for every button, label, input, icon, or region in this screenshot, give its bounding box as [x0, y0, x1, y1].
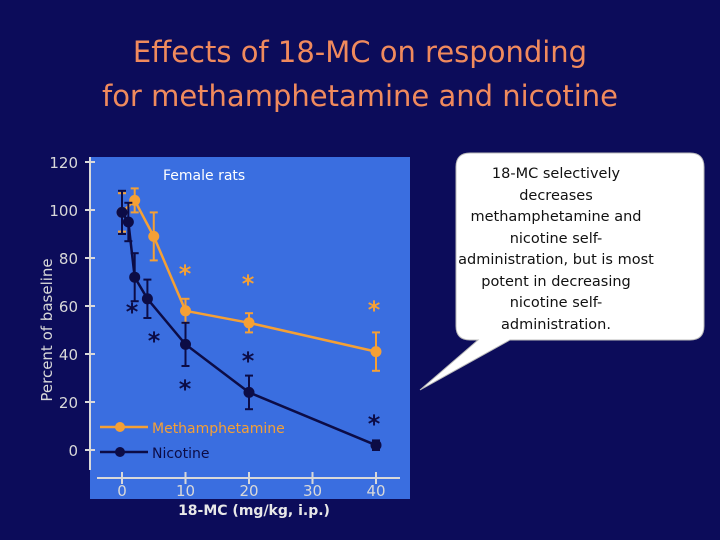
- x-axis-ticks: 0 10 20 30 40: [117, 472, 386, 500]
- methamphetamine-point: [180, 305, 191, 317]
- x-tick-label: 30: [303, 482, 322, 500]
- x-tick-label: 20: [239, 482, 258, 500]
- legend-methamphetamine-label: Methamphetamine: [152, 421, 285, 437]
- methamphetamine-significance-marker: *: [368, 296, 381, 324]
- legend-methamphetamine-marker: [115, 422, 125, 432]
- y-tick-label: 0: [68, 442, 78, 460]
- nicotine-point: [243, 386, 255, 398]
- nicotine-point: [122, 216, 134, 228]
- y-tick-label: 80: [59, 250, 78, 268]
- methamphetamine-point: [129, 194, 141, 206]
- nicotine-significance-marker: *: [242, 347, 255, 375]
- legend-nicotine-label: Nicotine: [152, 446, 210, 462]
- y-tick-label: 40: [59, 346, 78, 364]
- callout-text: 18-MC selectively decreases methamphetam…: [458, 166, 654, 333]
- nicotine-point: [370, 439, 382, 451]
- nicotine-significance-marker: *: [179, 375, 192, 403]
- nicotine-point: [180, 338, 191, 350]
- x-tick-label: 10: [176, 482, 195, 500]
- x-tick-label: 0: [117, 482, 127, 500]
- x-tick-label: 40: [366, 482, 385, 500]
- methamphetamine-significance-marker: *: [242, 270, 255, 298]
- methamphetamine-significance-marker: *: [179, 260, 192, 288]
- nicotine-point: [129, 271, 141, 283]
- nicotine-point: [116, 206, 128, 218]
- panel-label: Female rats: [163, 168, 245, 184]
- nicotine-significance-marker: *: [368, 410, 381, 438]
- methamphetamine-point: [148, 230, 160, 242]
- y-tick-label: 100: [49, 202, 78, 220]
- title-line-2: for methamphetamine and nicotine: [101, 79, 619, 113]
- legend: Methamphetamine Nicotine: [100, 421, 285, 462]
- nicotine-significance-marker: *: [148, 327, 161, 355]
- x-axis-label: 18-MC (mg/kg, i.p.): [178, 503, 330, 519]
- y-tick-label: 120: [49, 154, 78, 172]
- nicotine-point: [141, 293, 153, 305]
- series-layer: * * * * * * * *: [116, 187, 382, 451]
- y-tick-label: 60: [59, 298, 78, 316]
- y-axis-label: Percent of baseline: [38, 258, 56, 401]
- title-line-1: Effects of 18-MC on responding: [132, 35, 588, 69]
- methamphetamine-point: [370, 346, 382, 358]
- legend-nicotine-marker: [115, 447, 125, 457]
- methamphetamine-point: [243, 317, 255, 329]
- y-axis-ticks: 0 20 40 60 80 100 120: [49, 154, 95, 460]
- nicotine-significance-marker: *: [126, 298, 139, 326]
- slide-title: Effects of 18-MC on responding for metha…: [0, 30, 720, 118]
- y-tick-label: 20: [59, 394, 78, 412]
- callout-bubble: [419, 152, 705, 391]
